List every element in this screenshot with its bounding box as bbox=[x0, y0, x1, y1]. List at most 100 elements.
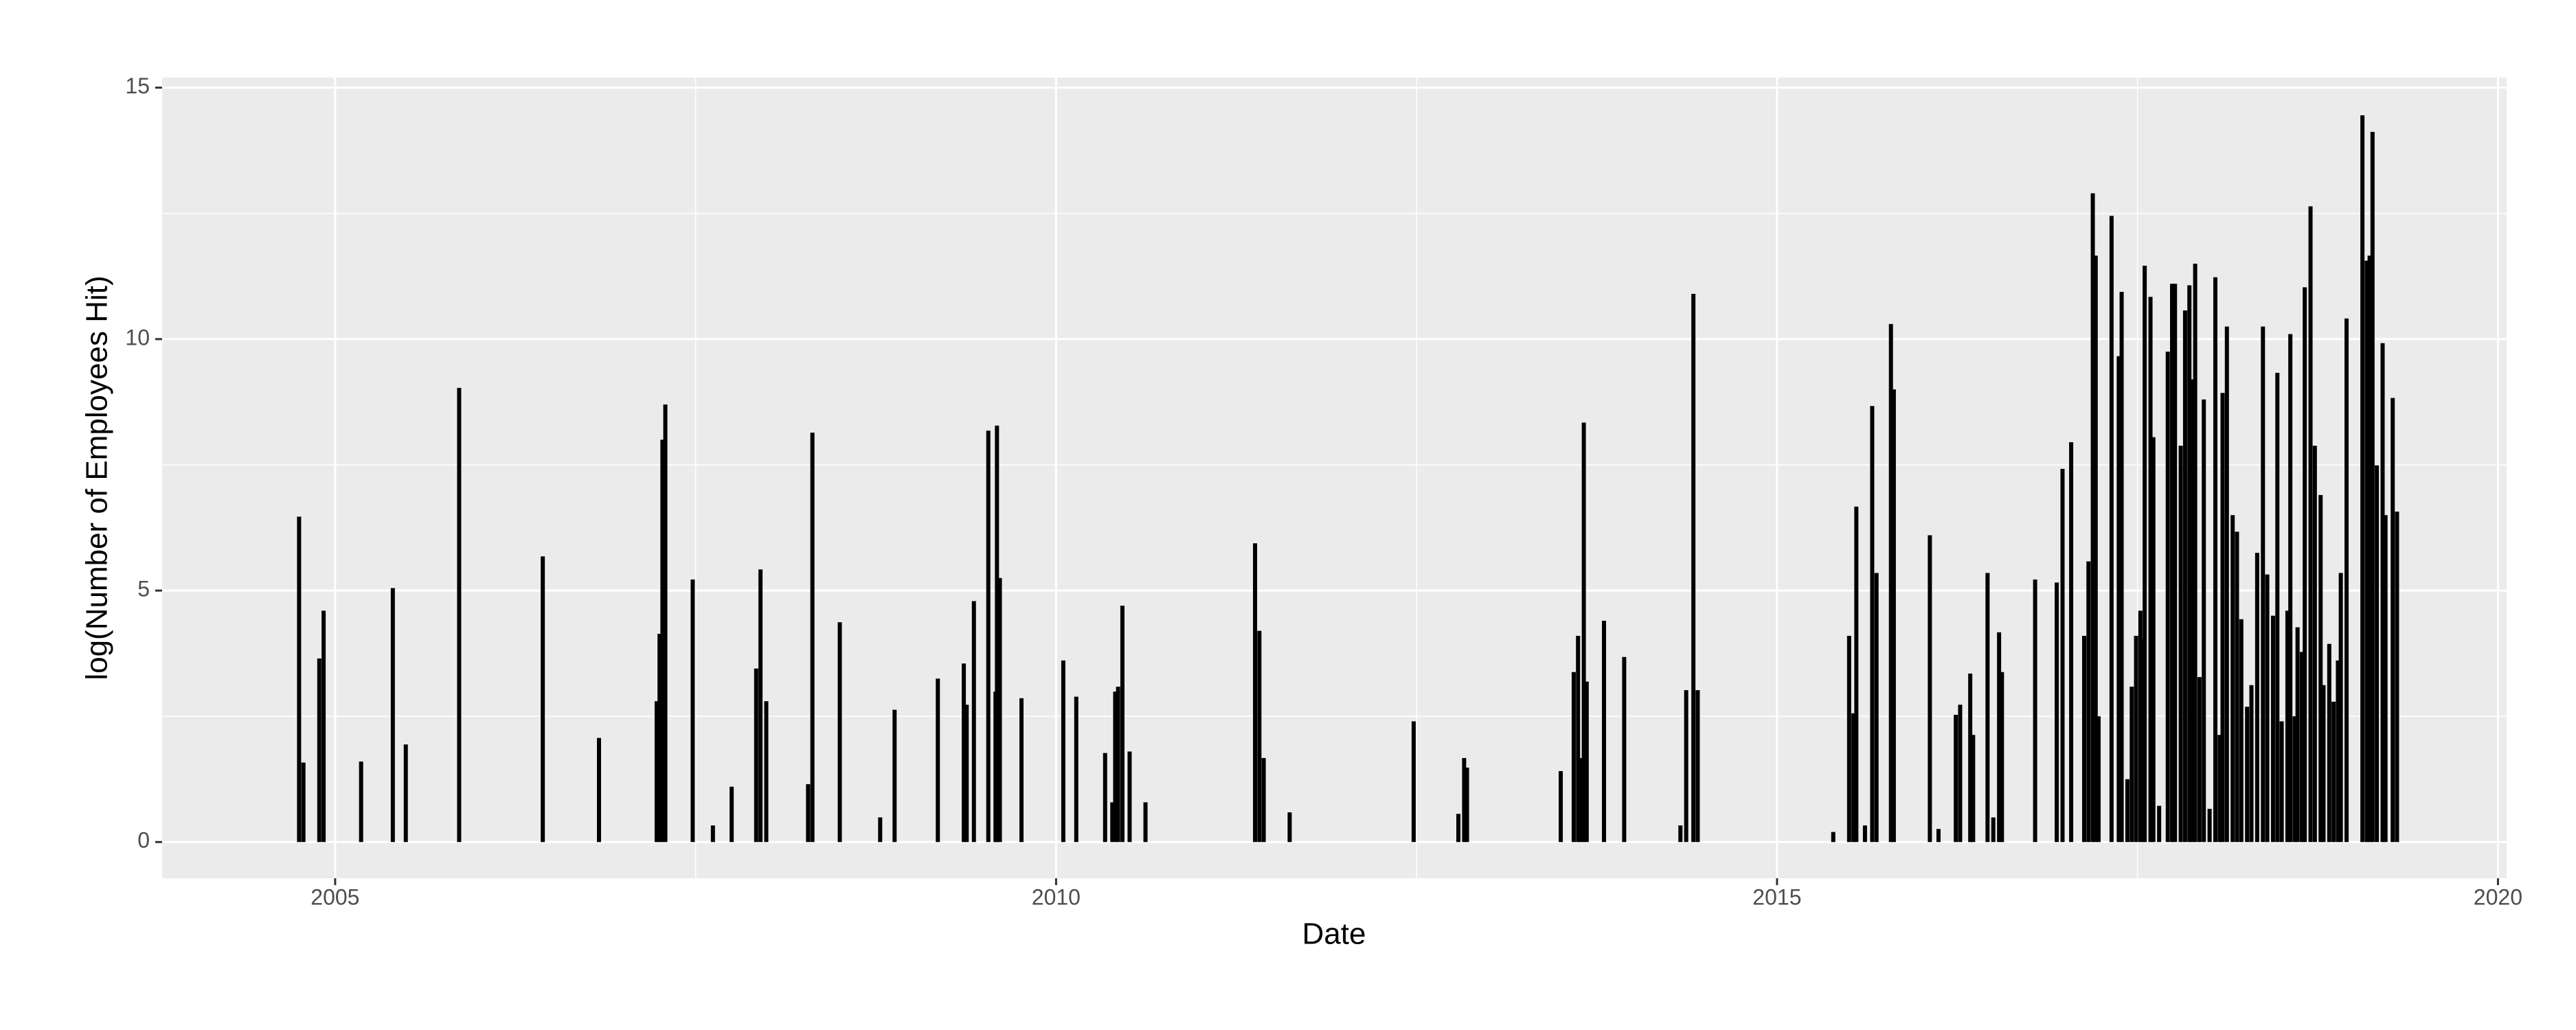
bar bbox=[962, 663, 967, 843]
bar bbox=[1874, 573, 1879, 843]
bar bbox=[710, 825, 715, 843]
bar bbox=[837, 622, 842, 843]
bar bbox=[2178, 446, 2183, 843]
bar bbox=[301, 762, 306, 843]
bar bbox=[2391, 398, 2395, 843]
bar bbox=[654, 701, 659, 843]
bar bbox=[317, 658, 321, 843]
bar bbox=[1854, 506, 1859, 843]
bar bbox=[1985, 573, 1990, 843]
bar bbox=[2336, 660, 2340, 843]
bar bbox=[660, 439, 665, 843]
bar bbox=[2093, 255, 2098, 843]
bar bbox=[2220, 393, 2225, 843]
bar bbox=[2096, 716, 2101, 843]
bar bbox=[2081, 635, 2086, 843]
bar bbox=[1456, 814, 1461, 843]
bar bbox=[997, 577, 1002, 843]
x-tick-label: 2005 bbox=[310, 884, 359, 909]
bar bbox=[2360, 115, 2365, 843]
bar bbox=[2367, 255, 2372, 843]
bar bbox=[1559, 770, 1563, 843]
bar bbox=[2279, 721, 2284, 843]
bar bbox=[2338, 573, 2343, 843]
bar bbox=[321, 610, 326, 843]
bar bbox=[2275, 372, 2280, 843]
bar bbox=[2292, 716, 2297, 843]
bar bbox=[1691, 293, 1696, 843]
bar bbox=[2116, 356, 2121, 843]
bar bbox=[810, 433, 815, 843]
bar bbox=[2230, 515, 2235, 843]
bar bbox=[971, 601, 976, 843]
bar bbox=[2327, 643, 2331, 843]
bar bbox=[878, 817, 883, 843]
x-tick-label: 2010 bbox=[1032, 884, 1081, 909]
bar bbox=[541, 556, 545, 843]
bar bbox=[2165, 352, 2170, 843]
bar bbox=[1888, 323, 1893, 843]
bar bbox=[2370, 132, 2375, 843]
y-tick-label: 5 bbox=[137, 577, 150, 602]
bar bbox=[1113, 691, 1118, 843]
bar bbox=[657, 634, 662, 843]
bar bbox=[1846, 635, 1851, 843]
bar bbox=[2055, 582, 2059, 843]
bar bbox=[663, 404, 668, 843]
bar bbox=[597, 737, 602, 843]
bar bbox=[359, 762, 363, 843]
bar bbox=[1253, 543, 1258, 843]
bar bbox=[690, 579, 695, 843]
bar bbox=[2318, 494, 2323, 843]
bar bbox=[2265, 574, 2270, 843]
bar bbox=[1571, 672, 1576, 843]
bar bbox=[2285, 610, 2290, 843]
bar bbox=[2033, 579, 2037, 843]
x-tick-label: 2015 bbox=[1752, 884, 1801, 909]
bar bbox=[1602, 621, 1607, 843]
bar bbox=[403, 744, 408, 843]
y-tick-label: 0 bbox=[137, 828, 150, 853]
bar bbox=[2235, 531, 2239, 843]
bar bbox=[1581, 422, 1586, 843]
bar bbox=[2383, 515, 2388, 843]
bar bbox=[1257, 630, 1262, 843]
bar bbox=[1622, 656, 1627, 843]
bar bbox=[1116, 686, 1120, 843]
y-tick-label: 15 bbox=[125, 73, 150, 98]
bar bbox=[1928, 535, 1932, 843]
bar bbox=[2288, 334, 2293, 843]
bar bbox=[1127, 751, 1132, 843]
bar bbox=[1870, 406, 1875, 843]
bar bbox=[2197, 677, 2202, 843]
bar bbox=[1684, 690, 1688, 843]
bar bbox=[2308, 206, 2313, 843]
bar bbox=[2261, 326, 2266, 843]
bar bbox=[2295, 627, 2300, 843]
bar bbox=[1968, 673, 1973, 843]
bar bbox=[2134, 635, 2138, 843]
bar bbox=[1579, 757, 1583, 843]
bar bbox=[986, 431, 991, 843]
bar bbox=[1261, 757, 1266, 843]
bar bbox=[758, 569, 763, 843]
bar bbox=[2202, 399, 2206, 843]
bar bbox=[2000, 672, 2004, 843]
y-tick-label: 10 bbox=[125, 325, 150, 350]
bar bbox=[2193, 263, 2197, 843]
bar bbox=[1678, 825, 1683, 843]
bar bbox=[2217, 735, 2222, 843]
bar bbox=[1891, 389, 1896, 843]
y-axis-title: log(Number of Employees Hit) bbox=[80, 275, 114, 680]
bar bbox=[2090, 193, 2095, 843]
bar bbox=[2207, 808, 2212, 843]
bar bbox=[2125, 779, 2129, 843]
bar bbox=[2312, 446, 2317, 843]
bar bbox=[2375, 465, 2380, 843]
bar bbox=[1019, 698, 1024, 843]
bar bbox=[806, 784, 811, 843]
bar bbox=[2321, 685, 2326, 843]
bar bbox=[2060, 468, 2065, 843]
